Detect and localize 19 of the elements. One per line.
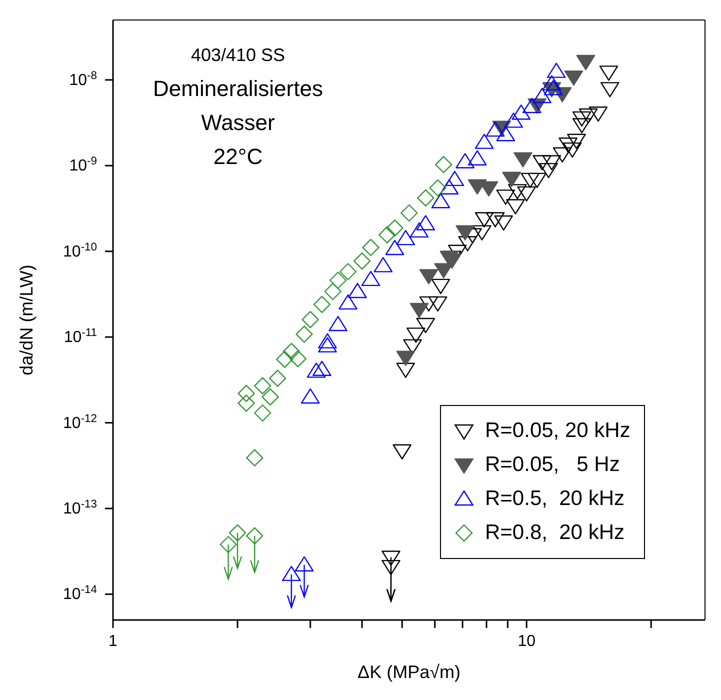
annotation: 403/410 SS [190,44,286,67]
annotation: Wasser [200,109,276,137]
annotation: 22°C [212,143,264,171]
x-tick-label: 10 [518,633,536,650]
y-tick-label: 10$^{-8}$ [69,70,97,89]
y-tick-label: 10$^{-13}$ [63,498,97,518]
y-tick-label: 10$^{-10}$ [63,241,97,260]
annotation: Demineralisiertes [152,75,324,103]
y-axis-title: da/dN (m/LW) [16,264,36,376]
legend-label: R=0.8, 20 kHz [485,520,624,546]
x-tick-label: 1 [108,633,118,650]
x-axis-title: ΔK (MPa√m) [358,662,460,682]
legend-label: R=0.05, 5 Hz [485,452,620,478]
y-tick-label: 10$^{-11}$ [64,327,97,346]
legend-label: R=0.05, 20 kHz [485,418,630,444]
y-tick-label: 10$^{-14}$ [63,584,97,604]
y-tick-label: 10$^{-9}$ [69,156,97,175]
y-tick-label: 10$^{-12}$ [63,412,97,432]
legend-label: R=0.5, 20 kHz [485,486,624,512]
